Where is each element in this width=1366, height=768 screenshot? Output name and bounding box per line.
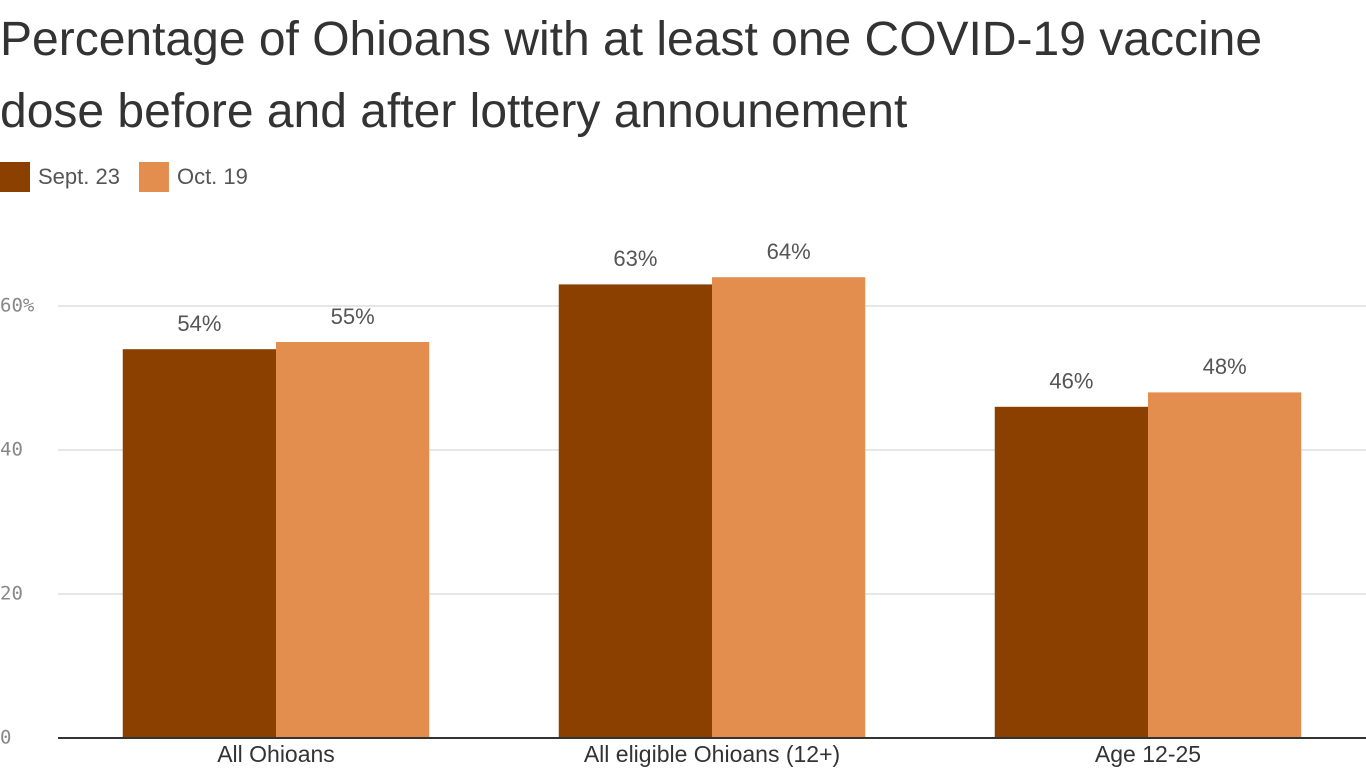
x-tick-label: Age 12-25	[1095, 741, 1201, 767]
value-label: 64%	[767, 239, 811, 264]
bar	[1148, 392, 1302, 738]
bar	[712, 277, 866, 738]
value-label: 46%	[1049, 369, 1093, 394]
legend-swatch	[138, 162, 169, 192]
bar	[994, 406, 1148, 738]
chart-title: Percentage of Ohioans with at least one …	[0, 13, 1263, 138]
value-label: 48%	[1203, 354, 1247, 379]
bar	[276, 342, 430, 738]
bar	[558, 284, 712, 738]
y-tick-label: 40	[0, 439, 23, 461]
x-tick-label: All Ohioans	[217, 741, 335, 767]
value-label: 54%	[177, 311, 221, 336]
legend-swatch	[0, 162, 30, 192]
y-tick-label: 60%	[0, 295, 35, 317]
legend-label: Oct. 19	[177, 164, 248, 189]
x-tick-label: All eligible Ohioans (12+)	[584, 741, 840, 767]
y-tick-label: 20	[0, 583, 23, 605]
value-label: 63%	[613, 246, 657, 271]
bar	[122, 349, 276, 738]
y-tick-label: 0	[0, 727, 11, 749]
value-label: 55%	[331, 304, 375, 329]
legend-label: Sept. 23	[38, 164, 120, 189]
